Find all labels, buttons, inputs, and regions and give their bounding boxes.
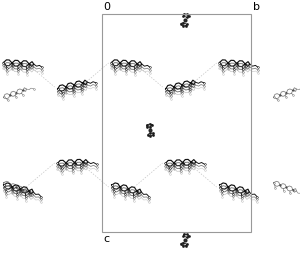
Text: 0: 0 (103, 2, 110, 12)
Text: b: b (253, 2, 260, 12)
Text: c: c (103, 234, 109, 244)
